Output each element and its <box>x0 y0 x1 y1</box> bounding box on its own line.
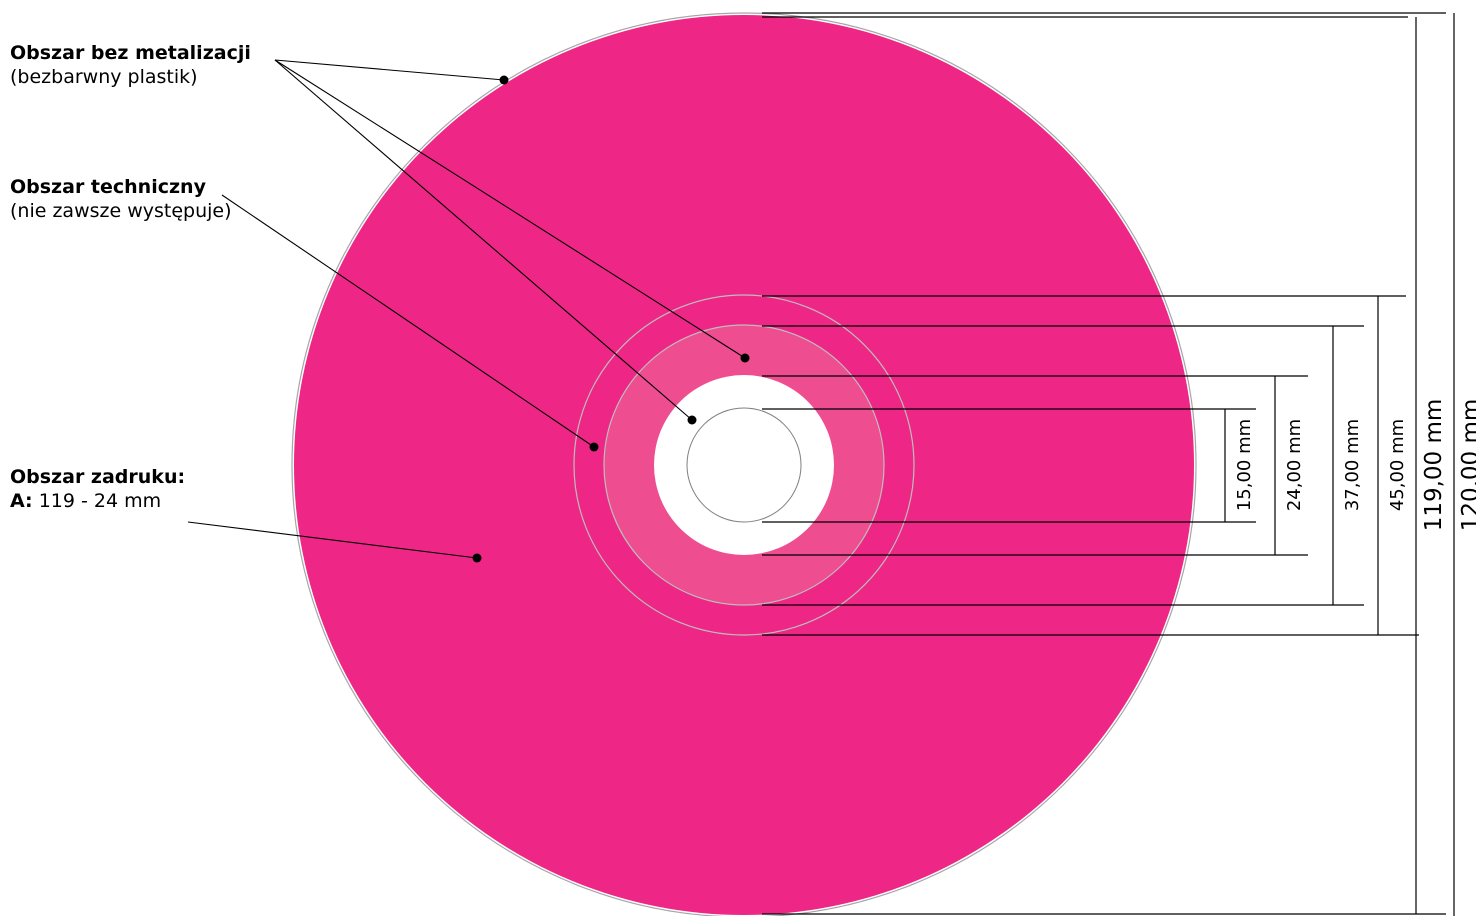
leader-non-metal-hole <box>274 59 693 421</box>
dim-text-119: 119,00 mm <box>1421 399 1447 532</box>
dimension-lines <box>1224 13 1455 916</box>
label-technical-subtitle: (nie zawsze występuje) <box>10 200 232 222</box>
leader-non-metal-ring <box>274 59 746 359</box>
label-non-metal: Obszar bez metalizacji (bezbarwny plasti… <box>10 41 251 89</box>
label-non-metal-subtitle: (bezbarwny plastik) <box>10 66 198 88</box>
dot-technical <box>589 442 599 452</box>
center-hole <box>686 407 802 523</box>
dim-text-120: 120,00 mm <box>1458 399 1476 532</box>
leader-lines <box>187 59 746 559</box>
technical-area-outline <box>573 294 915 636</box>
dot-non-metal-outer <box>499 75 509 85</box>
disc <box>291 12 1197 916</box>
dim-text-15: 15,00 mm <box>1234 419 1255 511</box>
leader-technical <box>221 194 595 448</box>
dim-text-24: 24,00 mm <box>1284 419 1305 511</box>
extension-lines <box>762 12 1446 915</box>
label-technical-title: Obszar techniczny <box>10 176 206 198</box>
label-technical: Obszar techniczny (nie zawsze występuje) <box>10 175 232 223</box>
dim-text-37: 37,00 mm <box>1342 419 1363 511</box>
leader-non-metal-outer <box>274 59 505 81</box>
dot-non-metal-hole <box>687 415 697 425</box>
leader-print <box>187 521 478 559</box>
label-print-title: Obszar zadruku: <box>10 466 186 488</box>
label-print-range-prefix: A: <box>10 490 33 512</box>
label-print: Obszar zadruku: A: 119 - 24 mm <box>10 465 185 513</box>
dot-non-metal-ring <box>740 353 750 363</box>
dim-text-45: 45,00 mm <box>1387 419 1408 511</box>
dimension-texts: 15,00 mm 24,00 mm 37,00 mm 45,00 mm 119,… <box>1234 399 1476 532</box>
label-non-metal-title: Obszar bez metalizacji <box>10 42 251 64</box>
leader-dots <box>472 75 750 563</box>
dot-print <box>472 553 482 563</box>
label-print-range-value: 119 - 24 mm <box>38 490 162 512</box>
